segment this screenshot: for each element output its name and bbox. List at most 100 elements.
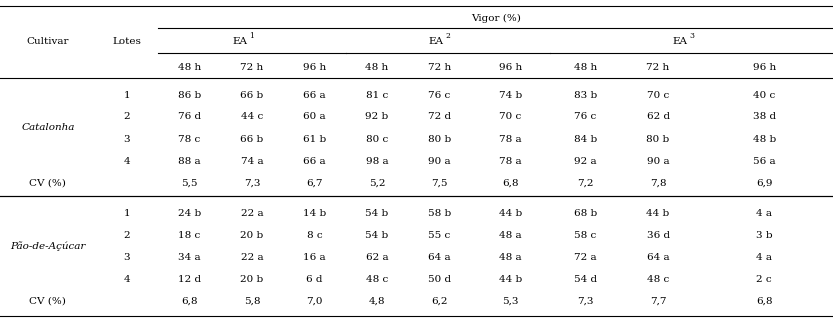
Text: 64 a: 64 a <box>428 253 451 261</box>
Text: 72 a: 72 a <box>574 253 596 261</box>
Text: Pão-de-Açúcar: Pão-de-Açúcar <box>10 241 86 251</box>
Text: 44 b: 44 b <box>499 274 521 284</box>
Text: 12 d: 12 d <box>178 274 201 284</box>
Text: 7,5: 7,5 <box>431 179 447 187</box>
Text: 2: 2 <box>124 112 130 122</box>
Text: 54 d: 54 d <box>574 274 596 284</box>
Text: 6,8: 6,8 <box>182 297 197 305</box>
Text: 1: 1 <box>124 209 130 217</box>
Text: 5,8: 5,8 <box>244 297 260 305</box>
Text: 4 a: 4 a <box>756 253 772 261</box>
Text: 6,8: 6,8 <box>756 297 772 305</box>
Text: 8 c: 8 c <box>307 230 322 240</box>
Text: 81 c: 81 c <box>366 91 388 99</box>
Text: 4,8: 4,8 <box>369 297 385 305</box>
Text: 86 b: 86 b <box>178 91 201 99</box>
Text: 83 b: 83 b <box>574 91 596 99</box>
Text: EA: EA <box>232 37 248 47</box>
Text: 20 b: 20 b <box>241 230 263 240</box>
Text: 72 h: 72 h <box>241 63 263 71</box>
Text: 62 d: 62 d <box>646 112 670 122</box>
Text: 78 a: 78 a <box>499 135 521 143</box>
Text: 4: 4 <box>124 156 130 166</box>
Text: 70 c: 70 c <box>647 91 669 99</box>
Text: 74 a: 74 a <box>241 156 263 166</box>
Text: 72 h: 72 h <box>646 63 670 71</box>
Text: 7,2: 7,2 <box>577 179 593 187</box>
Text: 74 b: 74 b <box>499 91 521 99</box>
Text: 66 a: 66 a <box>303 91 326 99</box>
Text: Catalonha: Catalonha <box>21 124 75 132</box>
Text: 92 a: 92 a <box>574 156 596 166</box>
Text: 80 c: 80 c <box>366 135 388 143</box>
Text: 20 b: 20 b <box>241 274 263 284</box>
Text: 54 b: 54 b <box>366 209 388 217</box>
Text: 7,0: 7,0 <box>307 297 322 305</box>
Text: 16 a: 16 a <box>303 253 326 261</box>
Text: 3: 3 <box>124 135 130 143</box>
Text: 66 a: 66 a <box>303 156 326 166</box>
Text: 48 c: 48 c <box>366 274 388 284</box>
Text: 4 a: 4 a <box>756 209 772 217</box>
Text: 66 b: 66 b <box>241 91 263 99</box>
Text: 1: 1 <box>124 91 130 99</box>
Text: 5,2: 5,2 <box>369 179 385 187</box>
Text: 5,5: 5,5 <box>182 179 197 187</box>
Text: 5,3: 5,3 <box>502 297 518 305</box>
Text: 44 b: 44 b <box>499 209 521 217</box>
Text: 64 a: 64 a <box>646 253 670 261</box>
Text: 2 c: 2 c <box>756 274 772 284</box>
Text: 3 b: 3 b <box>756 230 772 240</box>
Text: 92 b: 92 b <box>366 112 388 122</box>
Text: 96 h: 96 h <box>499 63 521 71</box>
Text: 72 d: 72 d <box>428 112 451 122</box>
Text: Lotes: Lotes <box>112 37 142 47</box>
Text: 7,8: 7,8 <box>650 179 666 187</box>
Text: 48 h: 48 h <box>178 63 201 71</box>
Text: 76 c: 76 c <box>428 91 451 99</box>
Text: 48 a: 48 a <box>499 230 521 240</box>
Text: 80 b: 80 b <box>428 135 451 143</box>
Text: 48 h: 48 h <box>366 63 388 71</box>
Text: 36 d: 36 d <box>646 230 670 240</box>
Text: 7,3: 7,3 <box>577 297 593 305</box>
Text: 80 b: 80 b <box>646 135 670 143</box>
Text: 24 b: 24 b <box>178 209 201 217</box>
Text: 18 c: 18 c <box>178 230 201 240</box>
Text: 48 h: 48 h <box>574 63 596 71</box>
Text: 3: 3 <box>689 32 694 40</box>
Text: 98 a: 98 a <box>366 156 388 166</box>
Text: 6,9: 6,9 <box>756 179 772 187</box>
Text: 6,2: 6,2 <box>431 297 447 305</box>
Text: 58 c: 58 c <box>574 230 596 240</box>
Text: 61 b: 61 b <box>303 135 326 143</box>
Text: 7,3: 7,3 <box>244 179 260 187</box>
Text: 60 a: 60 a <box>303 112 326 122</box>
Text: 50 d: 50 d <box>428 274 451 284</box>
Text: 68 b: 68 b <box>574 209 596 217</box>
Text: 3: 3 <box>124 253 130 261</box>
Text: 76 c: 76 c <box>574 112 596 122</box>
Text: 58 b: 58 b <box>428 209 451 217</box>
Text: 1: 1 <box>250 32 254 40</box>
Text: 6,7: 6,7 <box>307 179 322 187</box>
Text: 14 b: 14 b <box>303 209 326 217</box>
Text: 22 a: 22 a <box>241 209 263 217</box>
Text: CV (%): CV (%) <box>29 179 67 187</box>
Text: 76 d: 76 d <box>178 112 201 122</box>
Text: 96 h: 96 h <box>753 63 776 71</box>
Text: 88 a: 88 a <box>178 156 201 166</box>
Text: 48 b: 48 b <box>753 135 776 143</box>
Text: 56 a: 56 a <box>753 156 776 166</box>
Text: 4: 4 <box>124 274 130 284</box>
Text: 96 h: 96 h <box>303 63 326 71</box>
Text: 7,7: 7,7 <box>650 297 666 305</box>
Text: 90 a: 90 a <box>646 156 670 166</box>
Text: 40 c: 40 c <box>753 91 776 99</box>
Text: 2: 2 <box>445 32 450 40</box>
Text: 78 c: 78 c <box>178 135 201 143</box>
Text: Cultivar: Cultivar <box>27 37 69 47</box>
Text: 34 a: 34 a <box>178 253 201 261</box>
Text: 54 b: 54 b <box>366 230 388 240</box>
Text: 90 a: 90 a <box>428 156 451 166</box>
